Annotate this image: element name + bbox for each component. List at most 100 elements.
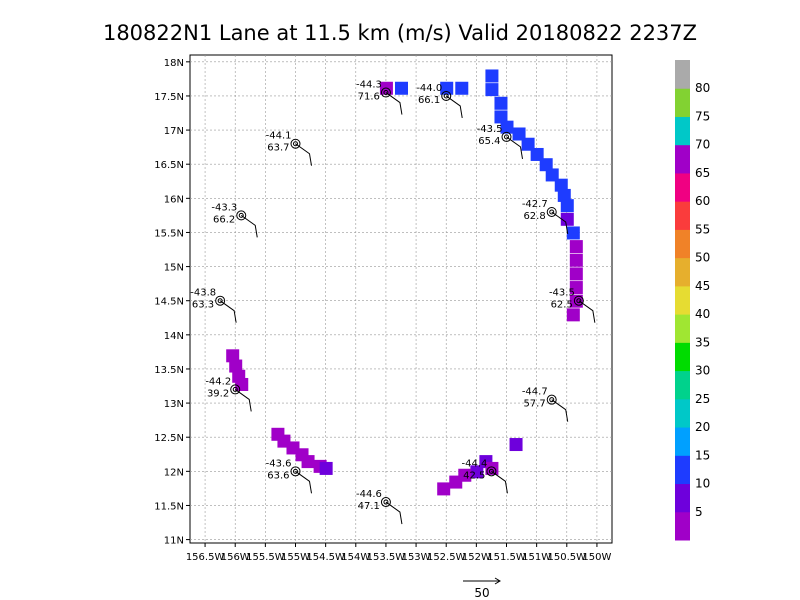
- colorbar-segment: [675, 483, 690, 513]
- colorbar-label: 10: [695, 477, 710, 491]
- wind-barb: [385, 92, 403, 115]
- x-tick-label: 154W: [341, 552, 370, 563]
- station-inner-ring: [217, 298, 223, 304]
- colorbar-label: 20: [695, 420, 710, 434]
- colorbar-label: 70: [695, 138, 710, 152]
- colorbar-label: 45: [695, 279, 710, 293]
- station-outer-ring: [501, 131, 512, 142]
- wind-cell: [319, 461, 333, 475]
- station-inner-ring: [383, 499, 389, 505]
- station-outer-ring: [290, 138, 301, 149]
- y-tick-label: 11N: [164, 536, 184, 547]
- wind-cell: [395, 81, 408, 95]
- wind-cell: [545, 168, 559, 182]
- station-label-top: -44.2: [205, 376, 231, 387]
- wind-cell: [485, 69, 499, 83]
- colorbar-segment: [675, 201, 690, 230]
- station-inner-ring: [488, 468, 494, 474]
- station-label-top: -44.1: [266, 131, 292, 142]
- colorbar-label: 5: [695, 505, 703, 519]
- wind-cell: [494, 96, 508, 110]
- y-tick-label: 12.5N: [154, 433, 184, 444]
- wind-cell: [569, 267, 583, 281]
- grid-lines: [190, 55, 612, 543]
- wind-cells: [226, 69, 583, 496]
- wind-barb: [578, 300, 596, 323]
- station-label-bottom: 62.5: [551, 300, 573, 311]
- colorbar-label: 50: [695, 251, 710, 265]
- station-label-top: -44.4: [462, 458, 488, 469]
- colorbar-segment: [675, 314, 690, 343]
- y-tick-label: 15N: [164, 263, 184, 274]
- station-label-bottom: 62.8: [523, 211, 545, 222]
- colorbar-label: 75: [695, 109, 710, 123]
- station-label-bottom: 47.1: [358, 501, 380, 512]
- y-tick-label: 12N: [164, 467, 184, 478]
- station-inner-ring: [293, 468, 298, 474]
- wind-cell: [485, 83, 499, 97]
- wind-cell: [557, 188, 571, 202]
- colorbar-label: 25: [695, 392, 710, 406]
- x-tick-label: 155.5W: [246, 552, 285, 563]
- wind-cell: [560, 212, 574, 226]
- x-tick-label: 156W: [221, 552, 250, 563]
- station-label-top: -43.5: [477, 124, 503, 135]
- station-inner-ring: [232, 386, 238, 392]
- wind-cell: [455, 81, 469, 95]
- station-outer-ring: [230, 384, 241, 395]
- x-tick-label: 150W: [582, 552, 611, 563]
- y-tick-label: 17.5N: [154, 92, 184, 103]
- colorbar-segment: [675, 398, 690, 428]
- wind-barb: [219, 300, 237, 323]
- wind-cell: [229, 359, 243, 373]
- x-tick-label: 152W: [462, 552, 491, 563]
- colorbar-segment: [675, 144, 690, 174]
- station-inner-ring: [443, 93, 449, 99]
- wind-barb: [234, 389, 252, 412]
- reference-vector-label: 50: [474, 586, 489, 600]
- station-inner-ring: [293, 141, 298, 147]
- colorbar-segment: [675, 60, 690, 89]
- plot-area: -44.371.6-44.066.1-44.163.7-43.565.4-43.…: [154, 54, 613, 563]
- station-label-top: -44.3: [356, 80, 382, 91]
- station-inner-ring: [504, 134, 509, 140]
- colorbar-segment: [675, 511, 690, 541]
- station-outer-ring: [380, 497, 391, 508]
- station-label-top: -43.6: [266, 458, 292, 469]
- wind-cell: [494, 110, 508, 124]
- colorbar-segment: [675, 88, 690, 117]
- wind-cell: [569, 294, 583, 308]
- station-label-top: -43.3: [211, 202, 237, 213]
- y-tick-label: 14.5N: [154, 297, 184, 308]
- station-outer-ring: [380, 87, 391, 98]
- reference-arrowhead: [494, 577, 501, 585]
- station-label-bottom: 71.6: [358, 92, 380, 103]
- x-axis-ticks: 156.5W156W155.5W155W154.5W154W153.5W153W…: [186, 543, 612, 563]
- wind-cell: [235, 377, 249, 391]
- wind-cell: [509, 438, 523, 452]
- wind-cell: [437, 482, 451, 496]
- colorbar-segment: [675, 229, 690, 259]
- wind-cell: [554, 178, 568, 192]
- reference-vector: 50: [463, 577, 501, 600]
- station-inner-ring: [383, 90, 389, 96]
- station-outer-ring: [573, 295, 584, 306]
- colorbar-segment: [675, 285, 690, 315]
- colorbar-segment: [675, 370, 690, 400]
- station-outer-ring: [215, 295, 226, 306]
- wind-barb: [295, 143, 312, 166]
- colorbar-label: 15: [695, 448, 710, 462]
- x-tick-label: 155W: [281, 552, 310, 563]
- wind-barb: [445, 95, 463, 119]
- colorbar-segment: [675, 427, 690, 456]
- station-outer-ring: [486, 466, 497, 477]
- wind-cell: [569, 253, 583, 267]
- station-inner-ring: [238, 212, 244, 218]
- station-label-top: -44.7: [522, 387, 548, 398]
- wind-barb: [385, 501, 403, 525]
- colorbar-segment: [675, 172, 690, 202]
- station-label-top: -43.5: [549, 288, 575, 299]
- wind-cell: [560, 199, 574, 213]
- colorbar-label: 80: [695, 81, 710, 95]
- station-markers: -44.371.6-44.066.1-44.163.7-43.565.4-43.…: [190, 80, 596, 525]
